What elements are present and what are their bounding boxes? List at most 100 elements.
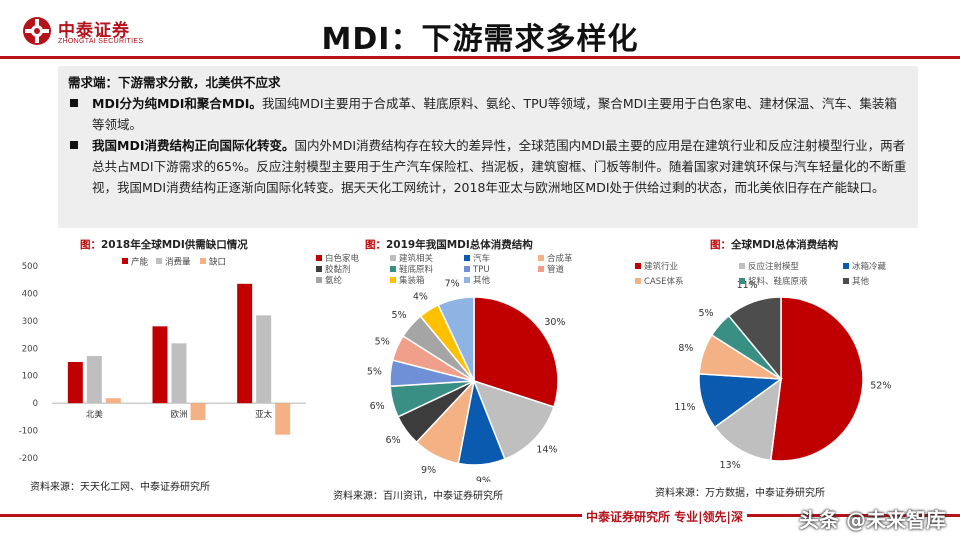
- y-tick-label: -100: [19, 427, 38, 437]
- page-title: MDI：下游需求多样化: [321, 22, 639, 57]
- legend-swatch: [538, 255, 544, 261]
- legend-swatch: [316, 266, 322, 272]
- legend-swatch: [390, 255, 396, 261]
- legend-label: 集装箱: [399, 275, 425, 286]
- bar-消费量-北美: [86, 355, 102, 404]
- legend-swatch: [464, 255, 470, 261]
- chart2-title-text: 2019年我国MDI总体消费结构: [386, 239, 533, 251]
- legend-swatch: [156, 258, 162, 264]
- chart2-fig-label: 图：: [365, 239, 386, 251]
- legend-swatch: [635, 278, 641, 284]
- chart1-title: 图：2018年全球MDI供需缺口情况: [80, 237, 248, 252]
- pie-slice-其他: [727, 296, 782, 382]
- legend-swatch: [200, 258, 206, 264]
- pie-value-label: 52%: [870, 380, 891, 391]
- legend-swatch: [739, 263, 745, 269]
- legend-swatch: [843, 278, 849, 284]
- pie-value-label: 9%: [421, 465, 436, 476]
- chart1-fig-label: 图：: [80, 239, 101, 251]
- legend-swatch: [390, 277, 396, 283]
- header-divider: [0, 56, 960, 59]
- watermark: 头条 @未来智库: [799, 508, 946, 532]
- bar-消费量-亚太: [256, 315, 272, 404]
- bar-产能-欧洲: [152, 326, 168, 404]
- bullet-lead: 我国MDI消费结构正向国际化转变。: [92, 138, 295, 153]
- logo-mark-icon: [23, 17, 51, 45]
- legend-label: CASE体系: [644, 276, 684, 287]
- legend-label: TPU: [472, 265, 490, 275]
- legend-label: 合成革: [547, 253, 573, 264]
- chart3-title: 图：全球MDI总体消费结构: [710, 237, 838, 252]
- pie-value-label: 6%: [370, 401, 385, 412]
- legend-swatch: [316, 277, 322, 283]
- pie-slice-白色家电: [473, 296, 559, 408]
- pie-value-label: 13%: [720, 460, 741, 471]
- pie-value-label: 11%: [674, 402, 695, 413]
- bullet-text: 我国纯MDI主要用于合成革、鞋底原料、氨纶、TPU等领域，聚合MDI主要用于白色…: [92, 96, 897, 132]
- pie-slice-建筑相关: [472, 379, 555, 461]
- company-logo: 中泰证券 ZHONGTAI SECURITIES: [22, 14, 152, 54]
- chart2-source: 资料来源：百川资讯，中泰证券研究所: [333, 491, 503, 502]
- legend-label: 白色家电: [325, 253, 360, 264]
- legend-swatch: [316, 255, 322, 261]
- legend-swatch: [122, 258, 128, 264]
- pie-value-label: 30%: [544, 317, 565, 328]
- chart1-source: 资料来源：天天化工网、中泰证券研究所: [30, 482, 210, 493]
- legend-label: 汽车: [473, 253, 490, 264]
- legend-label: 管道: [547, 264, 565, 275]
- y-tick-label: 400: [22, 289, 38, 299]
- pie-value-label: 5%: [375, 336, 390, 347]
- chart3-title-text: 全球MDI总体消费结构: [731, 239, 839, 251]
- pie-slice-反应注射模型: [713, 377, 782, 462]
- summary-heading: 需求端：下游需求分散，北美供不应求: [68, 75, 281, 90]
- pie-value-label: 14%: [536, 444, 557, 455]
- legend-swatch: [464, 266, 470, 272]
- pie-value-label: 5%: [698, 308, 713, 319]
- footer-divider: [0, 514, 960, 517]
- legend-swatch: [843, 263, 849, 269]
- bar-产能-北美: [67, 362, 83, 404]
- pie-chart-china-consumption: 30% 14% 9% 9% 6% 6% 5% 5% 5% 4% 7% 白色家电 建筑相关 汽车 合成革胶黏剂…: [316, 253, 573, 482]
- pie-value-label: 6%: [386, 435, 401, 446]
- legend-label: 建筑行业: [644, 261, 678, 272]
- bar-缺口-欧洲: [190, 403, 206, 421]
- legend-swatch: [464, 277, 470, 283]
- bullet-item: MDI分为纯MDI和聚合MDI。我国纯MDI主要用于合成革、鞋底原料、氨纶、TP…: [68, 93, 908, 135]
- bar-产能-亚太: [237, 283, 253, 404]
- chart3-source: 资料来源：万方数据，中泰证券研究所: [655, 488, 825, 499]
- pie-value-label: 9%: [476, 476, 491, 482]
- bar-缺口-亚太: [275, 403, 291, 435]
- pie-value-label: 5%: [367, 367, 382, 378]
- y-tick-label: -200: [19, 454, 38, 464]
- bar-缺口-北美: [105, 398, 121, 404]
- chart2-title: 图：2019年我国MDI总体消费结构: [365, 237, 533, 252]
- chart1-title-text: 2018年全球MDI供需缺口情况: [101, 239, 248, 251]
- pie-value-label: 5%: [391, 310, 406, 321]
- bar-消费量-欧洲: [171, 343, 187, 404]
- legend-label: 氨纶: [325, 275, 343, 286]
- legend-label: 其他: [473, 275, 491, 286]
- pie-value-label: 11%: [737, 280, 758, 291]
- y-tick-label: 500: [22, 262, 38, 272]
- legend-label: 缺口: [209, 257, 226, 268]
- legend-label: 消费量: [165, 257, 191, 268]
- legend-label: 浆料、鞋底原液: [748, 276, 808, 287]
- legend-label: 产能: [131, 257, 149, 268]
- logo-text-cn: 中泰证券: [58, 21, 130, 41]
- pie-slice-建筑行业: [769, 296, 864, 462]
- legend-swatch: [538, 266, 544, 272]
- chart3-fig-label: 图：: [710, 239, 731, 251]
- square-bullet-icon: [70, 141, 78, 149]
- square-bullet-icon: [70, 99, 78, 107]
- bullet-item: 我国MDI消费结构正向国际化转变。国内外MDI消费结构存在较大的差异性，全球范围…: [68, 135, 908, 198]
- bullet-text: 国内外MDI消费结构存在较大的差异性，全球范围内MDI最主要的应用是在建筑行业和…: [92, 138, 907, 195]
- y-tick-label: 300: [22, 317, 38, 327]
- summary-textbox: 需求端：下游需求分散，北美供不应求 MDI分为纯MDI和聚合MDI。我国纯MDI…: [58, 66, 918, 228]
- x-tick-label: 亚太: [255, 409, 273, 420]
- pie-value-label: 8%: [678, 343, 693, 354]
- pie-slice-其他: [437, 296, 475, 382]
- legend-label: 鞋底原料: [399, 264, 434, 275]
- bar-chart-supply-gap: 产能 消费量 缺口 -200 -100 0 100 200 300 400 500 北美 欧洲 亚太: [19, 257, 306, 464]
- y-tick-label: 0: [33, 399, 38, 409]
- legend-label: 建筑相关: [399, 253, 434, 264]
